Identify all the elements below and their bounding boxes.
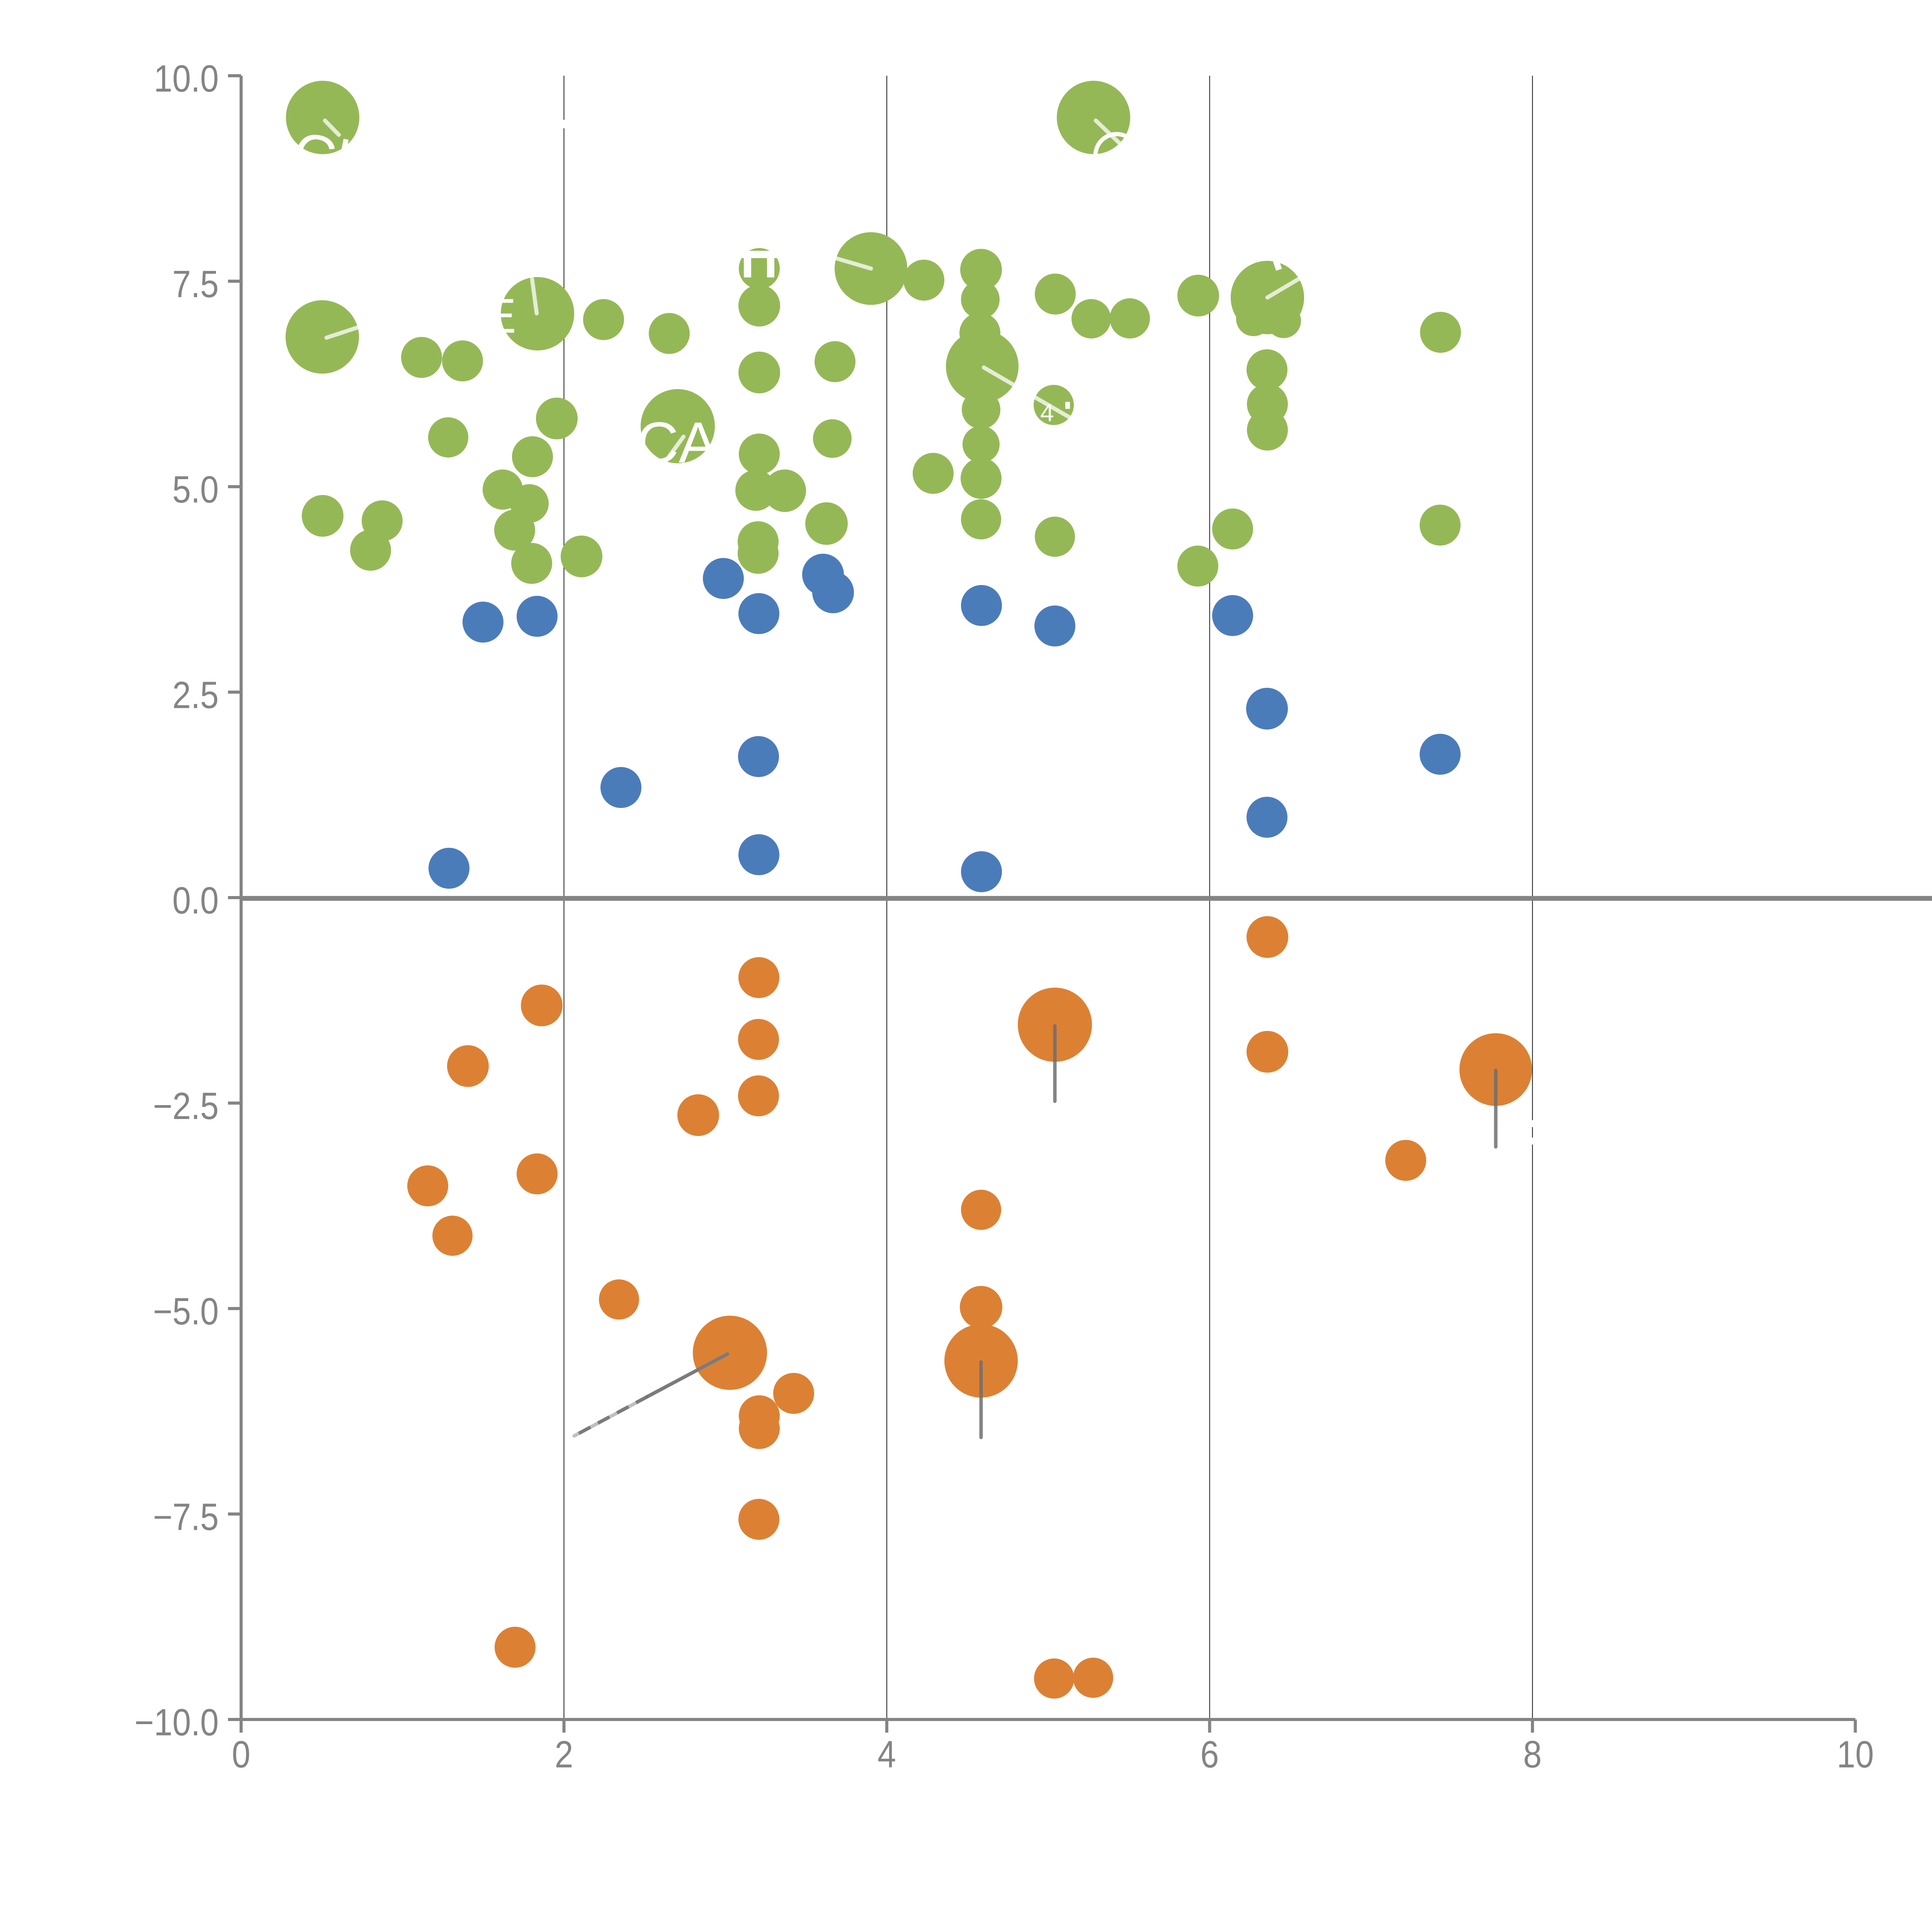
svg-text:Cl: Cl [287,119,355,195]
svg-text:−5.0: −5.0 [153,1290,219,1333]
svg-text:4: 4 [1040,399,1054,427]
svg-text:10.0: 10.0 [154,57,219,100]
svg-text:2: 2 [555,1733,573,1776]
svg-text:−10.0: −10.0 [134,1701,219,1743]
svg-text:8: 8 [1523,1733,1542,1776]
svg-text:−2.5: −2.5 [153,1085,219,1127]
svg-text:5.0: 5.0 [172,468,219,511]
svg-text:0: 0 [232,1733,250,1776]
svg-text:E: E [484,289,516,343]
svg-text:6: 6 [1201,1733,1219,1776]
svg-text:7.5: 7.5 [172,263,219,305]
svg-text:0.0: 0.0 [172,879,219,922]
svg-text:CA: CA [637,410,717,475]
svg-text:−7.5: −7.5 [153,1495,219,1538]
svg-text:4: 4 [878,1733,896,1776]
svg-text:2.5: 2.5 [172,673,219,716]
svg-text:10: 10 [1837,1733,1874,1776]
